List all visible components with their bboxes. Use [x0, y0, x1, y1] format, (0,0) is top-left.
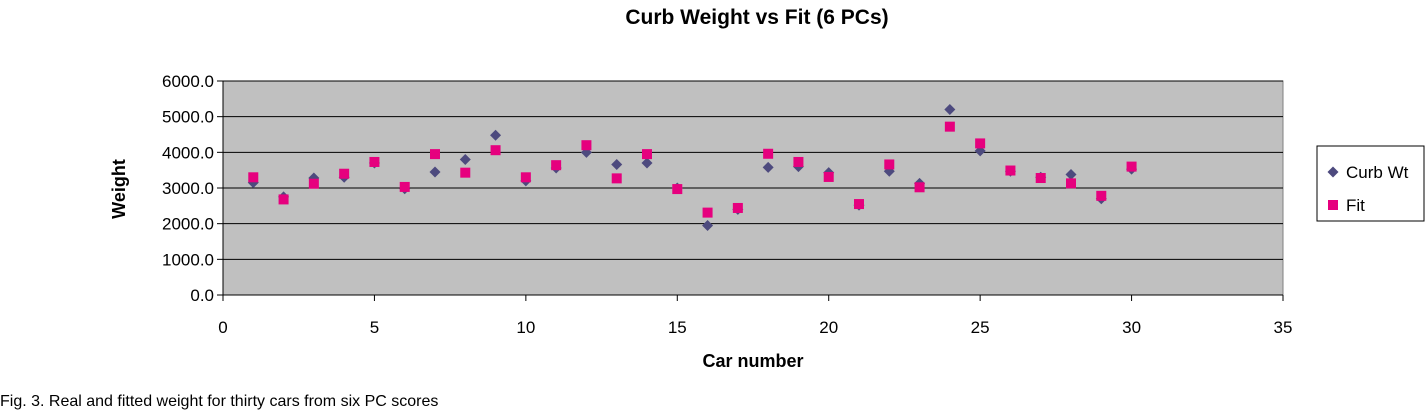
fit-point — [551, 160, 562, 171]
x-tick-label: 20 — [819, 318, 838, 337]
fit-point — [369, 156, 380, 167]
x-axis-label: Car number — [702, 351, 803, 371]
fit-point — [308, 178, 319, 189]
y-tick-label: 0.0 — [190, 286, 214, 305]
y-axis-ticks: 0.0 1000.0 2000.0 3000.0 4000.0 5000.0 6000.0 — [162, 72, 223, 305]
curb-wt-point — [490, 129, 502, 141]
legend-marker-curb-wt — [1327, 166, 1339, 178]
fit-point — [399, 181, 410, 192]
fit-point — [278, 194, 289, 205]
fit-point — [430, 149, 440, 160]
fit-point — [490, 145, 501, 156]
x-tick-label: 25 — [971, 318, 990, 337]
fit-point — [1035, 173, 1046, 184]
curb-wt-point — [944, 104, 956, 116]
fit-point — [975, 138, 986, 149]
fit-point — [611, 173, 622, 184]
curb-wt-point — [611, 158, 623, 170]
chart-title: Curb Weight vs Fit (6 PCs) — [625, 6, 888, 29]
fit-point — [854, 199, 864, 210]
y-tick-label: 2000.0 — [162, 215, 214, 234]
legend-marker-fit — [1328, 200, 1338, 210]
y-tick-label: 5000.0 — [162, 108, 214, 127]
fit-point — [732, 202, 743, 213]
fit-point — [823, 171, 834, 182]
y-tick-label: 3000.0 — [162, 179, 214, 198]
fit-point — [248, 172, 259, 183]
fit-point — [793, 156, 804, 167]
x-axis-ticks: 0 5 10 15 20 25 30 35 — [218, 295, 1292, 337]
curb-wt-point — [429, 166, 441, 178]
legend: Curb Wt Fit — [1316, 145, 1425, 222]
curb-wt-point — [702, 219, 714, 231]
x-tick-label: 30 — [1122, 318, 1141, 337]
fit-point — [702, 207, 713, 218]
curb-wt-point — [1065, 168, 1077, 180]
fit-point — [672, 184, 683, 195]
curb-wt-point — [762, 161, 774, 173]
fit-point — [1126, 161, 1137, 172]
fit-point — [914, 182, 925, 193]
y-tick-label: 1000.0 — [162, 250, 214, 269]
fit-point — [642, 149, 652, 160]
fit-point — [884, 159, 895, 170]
y-tick-label: 6000.0 — [162, 72, 214, 91]
fit-point — [581, 140, 592, 151]
fit-point — [1096, 190, 1107, 201]
fit-point — [944, 121, 955, 132]
data-points — [247, 104, 1138, 231]
fit-point — [763, 148, 774, 159]
fit-point — [460, 167, 471, 178]
series-fit — [248, 121, 1137, 218]
fit-point — [1066, 178, 1076, 189]
fit-point — [339, 168, 350, 179]
fit-point — [520, 172, 531, 183]
figure-caption: Fig. 3. Real and fitted weight for thirt… — [0, 393, 439, 410]
x-tick-label: 35 — [1274, 318, 1293, 337]
legend-label: Curb Wt — [1346, 163, 1409, 182]
x-tick-label: 15 — [668, 318, 687, 337]
curb-wt-point — [459, 153, 471, 165]
y-tick-label: 4000.0 — [162, 143, 214, 162]
curb-wt-point — [641, 157, 653, 169]
fit-point — [1005, 165, 1016, 176]
gridlines — [223, 80, 1283, 260]
legend-items: Curb Wt Fit — [1327, 163, 1409, 215]
x-tick-label: 10 — [516, 318, 535, 337]
x-tick-label: 5 — [370, 318, 379, 337]
legend-label: Fit — [1346, 196, 1365, 215]
x-tick-label: 0 — [218, 318, 227, 337]
y-axis-label: Weight — [109, 159, 129, 219]
